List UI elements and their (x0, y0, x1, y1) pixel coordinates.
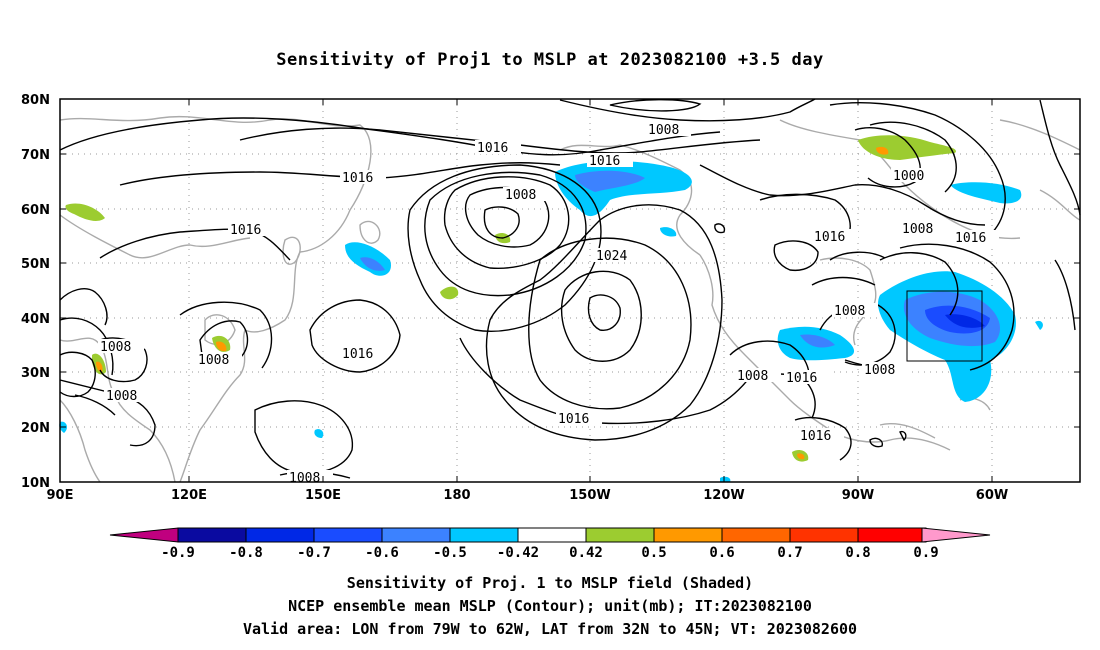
colorbar-cell (517, 527, 587, 543)
negative-sensitivity-region (1035, 320, 1043, 330)
colorbar-tick-label: -0.42 (497, 545, 539, 561)
lon-label: 120E (171, 488, 207, 503)
colorbar-cell (313, 527, 383, 543)
colorbar-tick-label: -0.5 (433, 545, 467, 561)
contour-label: 1016 (230, 223, 261, 238)
caption-shading: Sensitivity of Proj. 1 to MSLP field (Sh… (346, 574, 754, 592)
colorbar-cell (857, 527, 927, 543)
contour-label: 1024 (596, 249, 627, 264)
contour-label: 1008 (864, 363, 895, 378)
longitude-labels: 90E 120E 150E 180 150W 120W 90W 60W (47, 488, 1009, 503)
lon-label: 150W (569, 488, 610, 503)
colorbar-tick-label: 0.6 (709, 545, 734, 561)
sensitivity-shading (59, 135, 1043, 482)
colorbar-tick-labels: -0.9 -0.8 -0.7 -0.6 -0.5 -0.42 0.42 0.5 0.6 0.7 0.… (161, 545, 939, 561)
verification-area-box (906, 290, 983, 362)
positive-sensitivity-region (797, 453, 805, 460)
caption-valid-area: Valid area: LON from 79W to 62W, LAT fro… (242, 620, 858, 638)
contour-label: 1000 (893, 169, 924, 184)
negative-sensitivity-region (575, 170, 645, 192)
contour-label: 1008 (648, 123, 679, 138)
negative-sensitivity-region (945, 314, 985, 328)
contour-label: 1008 (289, 471, 320, 486)
negative-sensitivity-region (314, 429, 324, 438)
contour-label: 1016 (342, 171, 373, 186)
colorbar-tick-label: -0.6 (365, 545, 399, 561)
lat-label: 10N (21, 476, 50, 491)
contour-label: 1008 (737, 369, 768, 384)
colorbar-cell (177, 527, 247, 543)
lat-label: 30N (21, 366, 50, 381)
lat-label: 20N (21, 421, 50, 436)
negative-sensitivity-region (360, 257, 385, 271)
colorbar-tick-label: -0.7 (297, 545, 331, 561)
positive-sensitivity-region (216, 341, 227, 352)
colorbar-cell (789, 527, 859, 543)
colorbar-cell (245, 527, 315, 543)
colorbar-low-arrow (109, 527, 179, 543)
contour-label: 1016 (558, 412, 589, 427)
negative-sensitivity-region (720, 476, 731, 482)
contour-label: 1008 (106, 389, 137, 404)
colorbar-tick-label: 0.8 (845, 545, 870, 561)
positive-sensitivity-region (96, 361, 103, 372)
lon-label: 90E (47, 488, 74, 503)
colorbar-tick-label: -0.9 (161, 545, 195, 561)
colorbar: -0.9 -0.8 -0.7 -0.6 -0.5 -0.42 0.42 0.5 0.6 0.7 0.… (109, 527, 991, 561)
positive-sensitivity-region (440, 286, 459, 300)
lat-label: 70N (21, 148, 50, 163)
lat-label: 80N (21, 93, 50, 108)
lat-label: 50N (21, 257, 50, 272)
contour-label: 1016 (786, 371, 817, 386)
colorbar-cell (381, 527, 451, 543)
contour-label: 1016 (814, 230, 845, 245)
colorbar-cell (721, 527, 791, 543)
colorbar-cells (177, 527, 927, 543)
lon-label: 120W (703, 488, 744, 503)
contour-label: 1016 (477, 141, 508, 156)
colorbar-high-arrow (921, 527, 991, 543)
colorbar-cell (585, 527, 655, 543)
colorbar-tick-label: 0.42 (569, 545, 603, 561)
colorbar-tick-label: 0.5 (641, 545, 666, 561)
contour-label: 1016 (342, 347, 373, 362)
contour-label: 1008 (834, 304, 865, 319)
colorbar-tick-label: 0.7 (777, 545, 802, 561)
lon-label: 180 (443, 488, 470, 503)
contour-label: 1016 (955, 231, 986, 246)
contour-label: 1016 (589, 154, 620, 169)
positive-sensitivity-region (876, 146, 889, 155)
chart-title: Sensitivity of Proj1 to MSLP at 20230821… (276, 50, 824, 70)
contour-label: 1016 (800, 429, 831, 444)
colorbar-cell (653, 527, 723, 543)
caption-contour: NCEP ensemble mean MSLP (Contour); unit(… (288, 597, 812, 615)
latitude-labels: 80N 70N 60N 50N 40N 30N 20N 10N (21, 93, 50, 491)
contour-labels: 1016 1008 1016 1016 1008 1016 1024 1016 … (98, 122, 999, 486)
contour-label: 1008 (902, 222, 933, 237)
lat-label: 40N (21, 312, 50, 327)
axis-ticks (60, 98, 1080, 482)
negative-sensitivity-region (800, 334, 835, 348)
colorbar-cell (449, 527, 519, 543)
colorbar-tick-label: 0.9 (913, 545, 938, 561)
lon-label: 90W (842, 488, 874, 503)
lon-label: 150E (305, 488, 341, 503)
positive-sensitivity-region (65, 203, 105, 221)
lat-label: 60N (21, 203, 50, 218)
lon-label: 60W (976, 488, 1008, 503)
contour-label: 1008 (198, 353, 229, 368)
contour-label: 1008 (100, 340, 131, 355)
map-frame (59, 98, 1081, 483)
negative-sensitivity-region (660, 227, 677, 237)
contour-label: 1008 (505, 188, 536, 203)
colorbar-tick-label: -0.8 (229, 545, 263, 561)
